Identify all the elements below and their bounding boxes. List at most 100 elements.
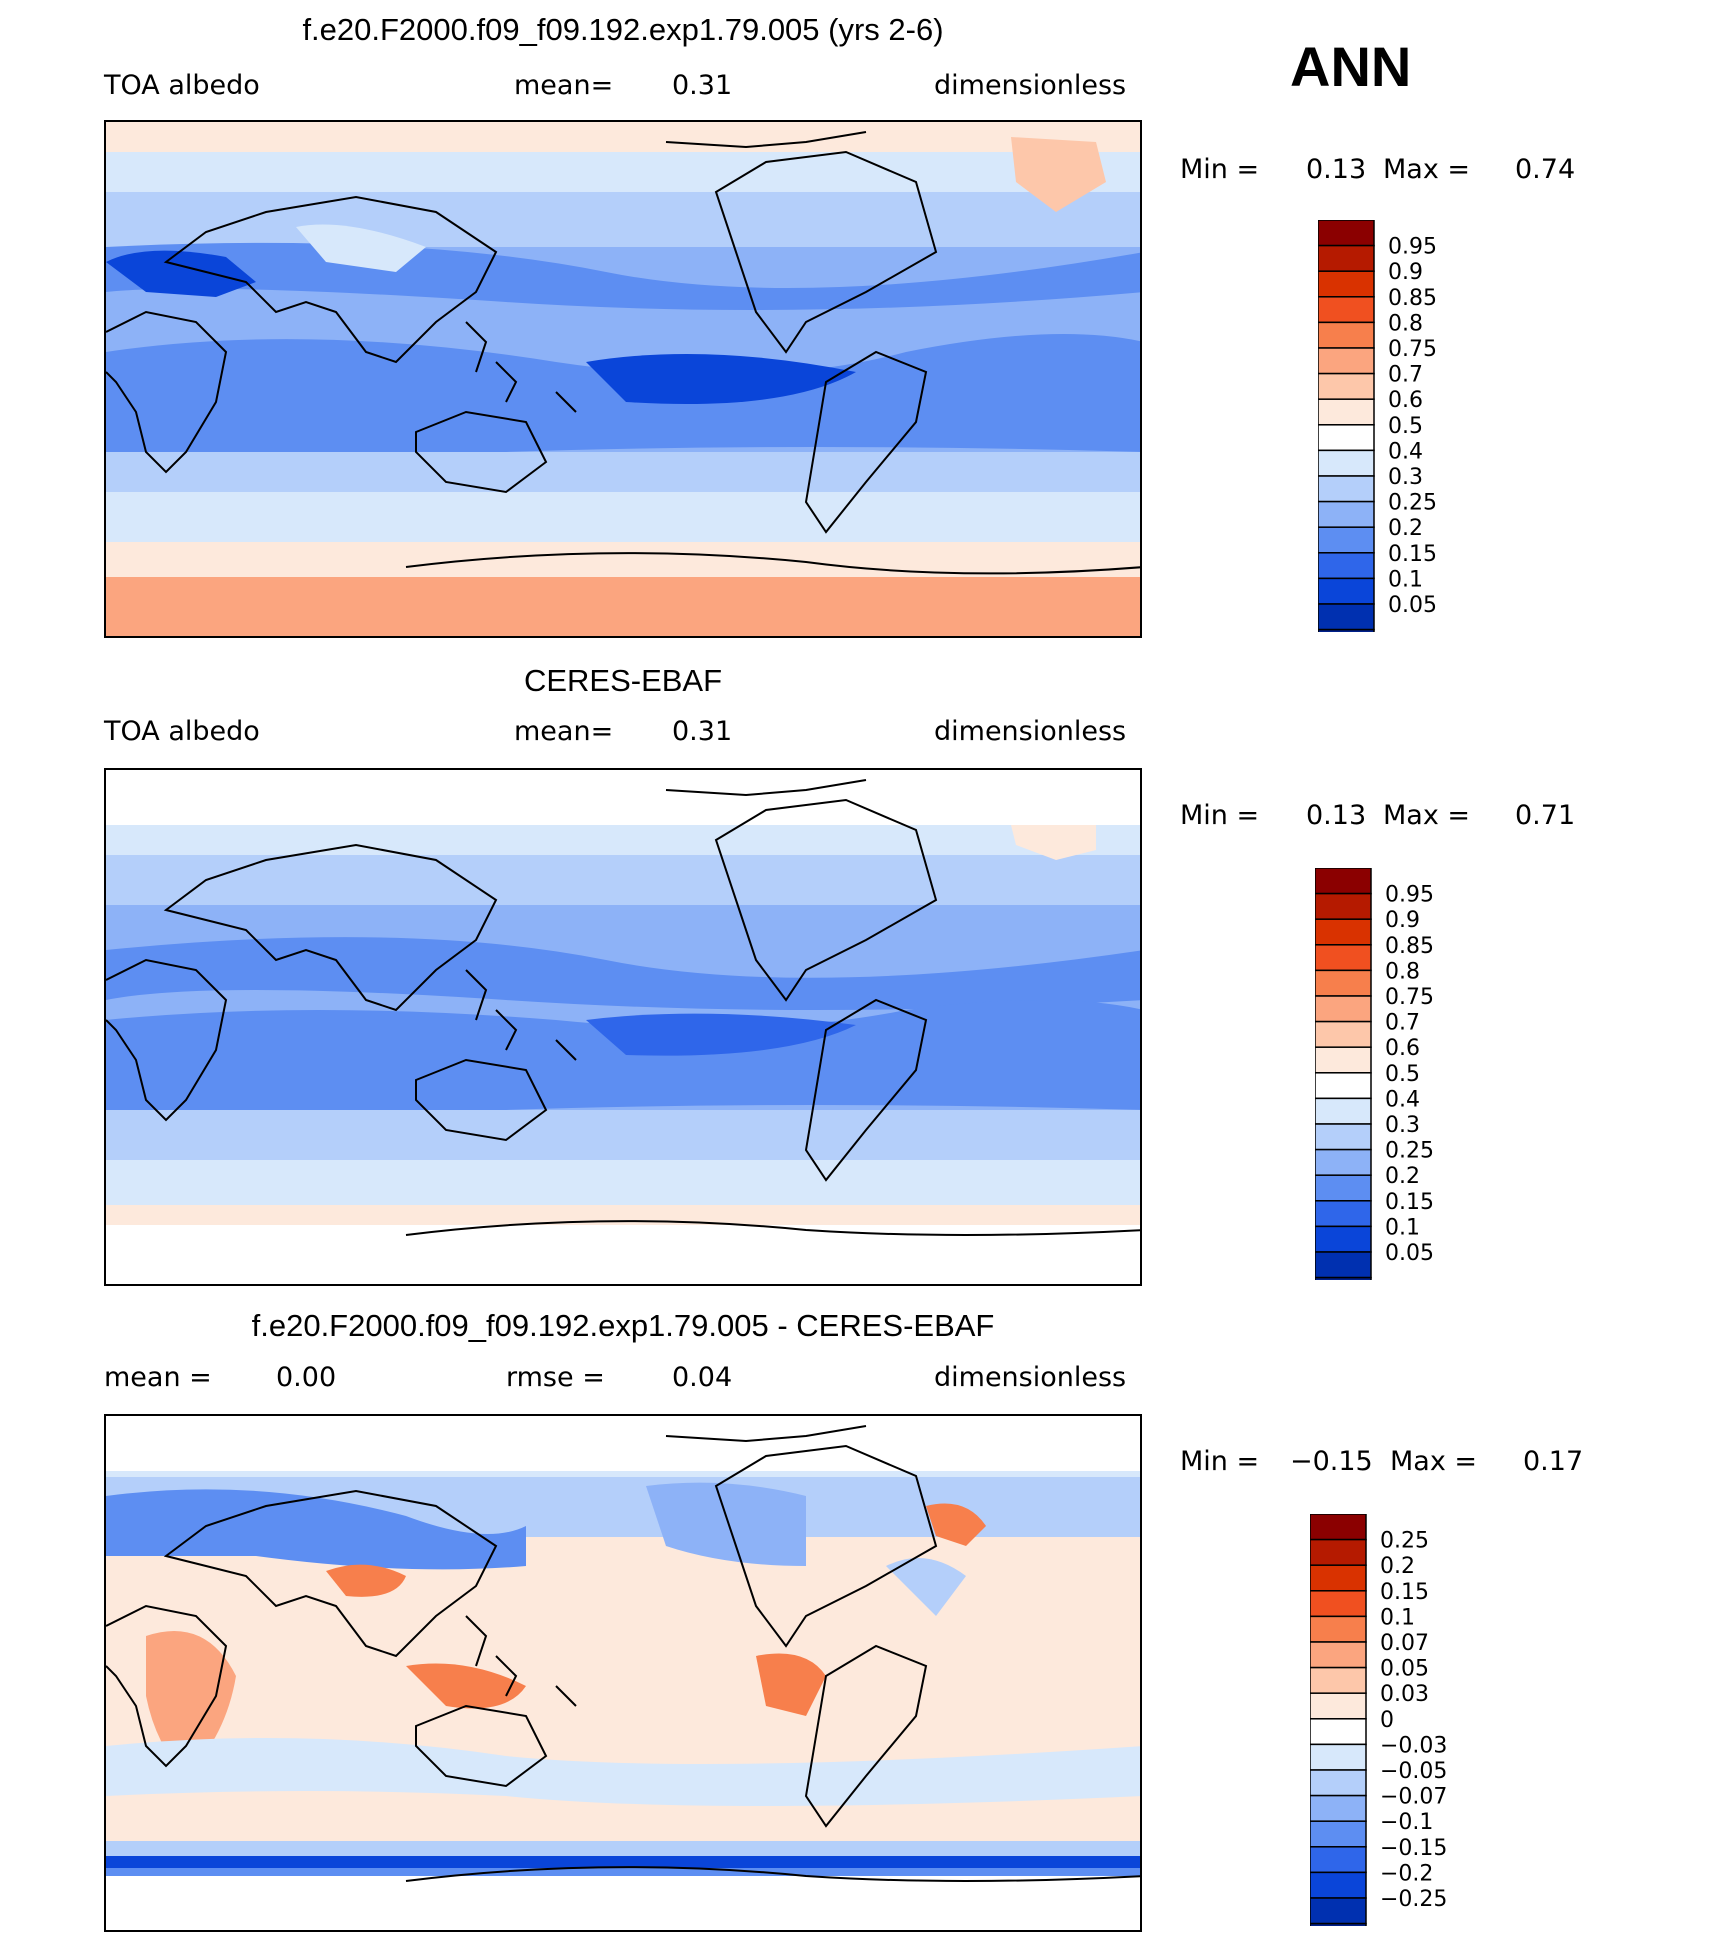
colorbar-box <box>1315 1020 1372 1048</box>
panel-2-map <box>104 768 1142 1286</box>
panel-2-min-value: 0.13 <box>1306 800 1367 831</box>
colorbar-box <box>1318 398 1375 426</box>
panel-1-mean-value: 0.31 <box>672 70 733 101</box>
panel-2-colorbar-svg: 0.950.90.850.80.750.70.60.50.40.30.250.2… <box>1315 868 1434 1280</box>
colorbar-box <box>1315 868 1372 895</box>
colorbar-box <box>1315 995 1372 1023</box>
colorbar-tick-label: 0.25 <box>1388 491 1437 516</box>
colorbar-tick-label: −0.07 <box>1380 1785 1447 1810</box>
colorbar-tick-label: 0.4 <box>1388 439 1423 464</box>
panel-2-max-value: 0.71 <box>1515 800 1576 831</box>
colorbar-box <box>1315 1072 1372 1100</box>
colorbar-box <box>1315 1097 1372 1125</box>
colorbar-box <box>1310 1871 1367 1899</box>
colorbar-box <box>1318 603 1375 631</box>
colorbar-box <box>1310 1846 1367 1874</box>
colorbar-box <box>1318 449 1375 477</box>
panel-3-max-label: Max = <box>1390 1446 1478 1477</box>
panel-2-variable-label: TOA albedo <box>104 716 260 747</box>
colorbar-tick-label: −0.15 <box>1380 1836 1447 1861</box>
panel-1-variable-label: TOA albedo <box>104 70 260 101</box>
colorbar-tick-label: 0.2 <box>1380 1554 1415 1579</box>
colorbar-tick-label: 0.75 <box>1388 337 1437 362</box>
colorbar-tick-label: 0.85 <box>1388 286 1437 311</box>
colorbar-tick-label: −0.25 <box>1380 1887 1447 1912</box>
panel-1-min-value: 0.13 <box>1306 154 1367 185</box>
colorbar-tick-label: 0.75 <box>1385 985 1434 1010</box>
panel-3-min-label: Min = <box>1180 1446 1260 1477</box>
colorbar-tick-label: 0.25 <box>1380 1529 1429 1554</box>
colorbar-box <box>1310 1692 1367 1720</box>
colorbar-tick-label: 0.4 <box>1385 1087 1420 1112</box>
colorbar-tick-label: 0.6 <box>1388 388 1423 413</box>
panel-1-min-label: Min = <box>1180 154 1260 185</box>
colorbar-tick-label: 0.05 <box>1388 593 1437 618</box>
panel-3-min-value: −0.15 <box>1290 1446 1373 1477</box>
colorbar-box <box>1315 892 1372 920</box>
panel-3-title: f.e20.F2000.f09_f09.192.exp1.79.005 - CE… <box>251 1308 995 1343</box>
colorbar-box <box>1318 347 1375 375</box>
colorbar-tick-label: 0.8 <box>1385 959 1420 984</box>
colorbar-tick-label: 0.9 <box>1388 260 1423 285</box>
panel-1-colorbar-svg: 0.950.90.850.80.750.70.60.50.40.30.250.2… <box>1318 220 1437 632</box>
panel-2-max-label: Max = <box>1383 800 1471 831</box>
panel-2-map-svg <box>106 770 1140 1284</box>
colorbar-box <box>1315 969 1372 997</box>
colorbar-tick-label: 0.1 <box>1380 1605 1415 1630</box>
colorbar-box <box>1315 1276 1372 1280</box>
panel-1-units-label: dimensionless <box>934 70 1127 101</box>
colorbar-box <box>1318 296 1375 324</box>
panel-1-title: f.e20.F2000.f09_f09.192.exp1.79.005 (yrs… <box>302 12 944 47</box>
colorbar-tick-label: 0.05 <box>1380 1657 1429 1682</box>
colorbar-box <box>1310 1820 1367 1848</box>
panel-1-map-svg <box>106 122 1140 636</box>
colorbar-tick-label: 0.2 <box>1385 1164 1420 1189</box>
colorbar-box <box>1318 424 1375 452</box>
colorbar-tick-label: 0.15 <box>1380 1580 1429 1605</box>
panel-3-colorbar: 0.25 0.2 0.15 0.1 0.07 0.05 0.03 0 −0.03 −0.05 −0.… <box>1310 1514 1550 1926</box>
colorbar-box <box>1315 944 1372 972</box>
panel-1-colorbar: 0.95 0.9 0.85 0.8 0.75 0.7 0.6 0.5 0.4 0.3 0.25 0.2… <box>1318 220 1558 632</box>
panel-3-rmse-value: 0.04 <box>672 1362 733 1393</box>
colorbar-box <box>1318 321 1375 349</box>
panel-3-map-svg <box>106 1416 1140 1930</box>
colorbar-box <box>1318 244 1375 272</box>
colorbar-tick-label: 0.95 <box>1385 883 1434 908</box>
panel-3-units-label: dimensionless <box>934 1362 1127 1393</box>
colorbar-tick-label: 0.8 <box>1388 311 1423 336</box>
panel-1-map <box>104 120 1142 638</box>
colorbar-box <box>1310 1718 1367 1746</box>
colorbar-tick-label: 0.1 <box>1388 567 1423 592</box>
colorbar-box <box>1318 526 1375 554</box>
colorbar-tick-label: 0.1 <box>1385 1215 1420 1240</box>
colorbar-tick-label: 0.6 <box>1385 1036 1420 1061</box>
colorbar-box <box>1318 552 1375 580</box>
colorbar-tick-label: −0.1 <box>1380 1810 1433 1835</box>
panel-1-max-value: 0.74 <box>1515 154 1576 185</box>
panel-3-mean-value: 0.00 <box>276 1362 337 1393</box>
panel-3-map <box>104 1414 1142 1932</box>
colorbar-box <box>1310 1590 1367 1618</box>
colorbar-box <box>1310 1538 1367 1566</box>
colorbar-tick-label: 0 <box>1380 1708 1394 1733</box>
colorbar-tick-label: 0.05 <box>1385 1241 1434 1266</box>
colorbar-tick-label: 0.2 <box>1388 516 1423 541</box>
colorbar-tick-label: 0.7 <box>1385 1011 1420 1036</box>
colorbar-box <box>1318 270 1375 298</box>
panel-3-rmse-label: rmse = <box>506 1362 605 1393</box>
colorbar-box <box>1315 1225 1372 1253</box>
colorbar-box <box>1315 1200 1372 1228</box>
colorbar-box <box>1310 1897 1367 1925</box>
colorbar-box <box>1318 475 1375 503</box>
colorbar-box <box>1310 1769 1367 1797</box>
colorbar-tick-label: 0.95 <box>1388 235 1437 260</box>
panel-2-units-label: dimensionless <box>934 716 1127 747</box>
colorbar-tick-label: 0.7 <box>1388 363 1423 388</box>
colorbar-box <box>1310 1743 1367 1771</box>
colorbar-tick-label: −0.2 <box>1380 1861 1433 1886</box>
colorbar-box <box>1310 1564 1367 1592</box>
colorbar-tick-label: −0.03 <box>1380 1733 1447 1758</box>
panel-3-max-value: 0.17 <box>1523 1446 1584 1477</box>
colorbar-tick-label: 0.25 <box>1385 1139 1434 1164</box>
panel-3-mean-label: mean = <box>104 1362 212 1393</box>
